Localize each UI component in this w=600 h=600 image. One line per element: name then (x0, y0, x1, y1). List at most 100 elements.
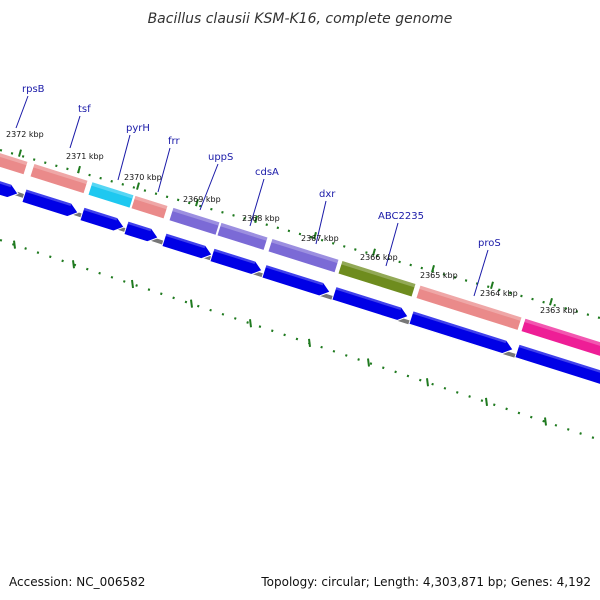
cds-arrow-highlight (0, 175, 12, 188)
leader-line (15, 95, 29, 129)
scale-label: 2364 kbp (480, 289, 518, 298)
leader-line (473, 249, 489, 297)
leader-line (199, 163, 219, 211)
cds-arrow-highlight (165, 232, 206, 249)
gene-box-fill (337, 259, 417, 298)
gene-box-fill (520, 317, 600, 363)
accession-text: Accession: NC_006582 (9, 575, 145, 589)
gene-box-highlight (523, 318, 600, 353)
gene-box-highlight (219, 222, 269, 241)
cds-arrow-shape (21, 188, 79, 218)
scale-label: 2368 kbp (242, 214, 280, 223)
gene-box-fill (87, 181, 135, 209)
major-tick (367, 358, 370, 367)
gene-box-fill (29, 162, 89, 195)
gene-box-highlight (0, 150, 29, 166)
cds-arrow-shape (209, 247, 263, 276)
cds-arrow (261, 263, 331, 297)
inner-tick-ring (0, 238, 600, 442)
leader-line (385, 222, 399, 267)
major-tick (254, 215, 258, 223)
scale-label: 2370 kbp (124, 173, 162, 182)
cds-arrow-highlight (83, 207, 118, 221)
gene-box-fill (0, 149, 29, 176)
major-ticks (13, 149, 553, 426)
gene-label-tsf: tsf (78, 104, 91, 115)
gene-box (0, 149, 29, 176)
cds-arrow-shape (0, 174, 19, 199)
gene-box-highlight (133, 195, 169, 210)
gene-box-fill (168, 206, 221, 236)
cds-arrow (123, 220, 159, 243)
major-tick (431, 264, 435, 273)
leader-line (69, 115, 81, 149)
gene-box-fill (130, 194, 169, 220)
major-tick (190, 299, 193, 308)
cds-arrow-shape (161, 232, 213, 260)
major-tick (313, 231, 317, 240)
major-tick (490, 281, 494, 290)
gene-box (216, 221, 269, 252)
scale-label: 2363 kbp (540, 306, 578, 315)
gene-box-highlight (90, 181, 135, 199)
major-tick (544, 417, 547, 426)
gene-box-fill (415, 284, 523, 332)
gene-box (130, 194, 169, 220)
leader-line (249, 178, 265, 227)
cds-arrow (79, 206, 125, 232)
outer-tick-ring (0, 148, 600, 320)
cds-arrow-highlight (25, 188, 72, 207)
cds-arrow-shape (261, 263, 331, 297)
cds-track (0, 174, 600, 388)
cds-arrow-shape (331, 285, 409, 322)
gene-label-dxr: dxr (319, 189, 336, 200)
gene-label-ABC2235: ABC2235 (378, 211, 424, 222)
cds-arrow-shape (408, 310, 514, 355)
cds-arrow-highlight (412, 310, 507, 344)
major-tick (72, 260, 75, 269)
major-tick (131, 279, 134, 289)
gene-label-frr: frr (168, 136, 180, 147)
cds-arrow-highlight (335, 286, 402, 311)
gene-box (87, 181, 135, 209)
cds-arrow (21, 188, 79, 218)
major-tick (13, 240, 16, 249)
major-tick (249, 319, 252, 328)
gene-box (267, 237, 340, 274)
cds-arrow-shape (514, 343, 600, 388)
cds-arrow (209, 247, 263, 276)
major-tick (136, 182, 140, 190)
scale-label: 2365 kbp (420, 271, 458, 280)
cds-arrow (161, 232, 213, 260)
major-tick (485, 397, 488, 406)
cds-arrow-highlight (127, 221, 152, 232)
genome-summary-text: Topology: circular; Length: 4,303,871 bp… (260, 575, 591, 589)
cds-arrow-shape (79, 206, 125, 232)
cds-arrow-highlight (265, 264, 324, 286)
major-tick (18, 149, 22, 157)
leader-line (315, 200, 327, 245)
major-tick (426, 378, 429, 387)
cds-arrow-shape (123, 220, 159, 243)
gene-box-fill (216, 221, 269, 252)
scale-label: 2372 kbp (6, 130, 44, 139)
scale-label: 2369 kbp (183, 195, 221, 204)
gene-box (337, 259, 417, 298)
gene-label-uppS: uppS (208, 152, 233, 163)
major-tick (372, 248, 376, 256)
gene-box-highlight (32, 163, 89, 185)
gene-box (415, 284, 523, 332)
major-tick (77, 165, 81, 174)
gene-label-cdsA: cdsA (255, 167, 279, 178)
leader-line (117, 134, 131, 181)
gene-leader-lines (15, 95, 489, 297)
scale-label: 2366 kbp (360, 253, 398, 262)
major-tick (549, 298, 553, 306)
gene-label-rpsB: rpsB (22, 84, 45, 95)
gene-box-highlight (270, 238, 340, 264)
gene-box-highlight (418, 284, 523, 321)
scale-label: 2371 kbp (66, 152, 104, 161)
gene-box (29, 162, 89, 195)
major-tick (195, 198, 199, 207)
